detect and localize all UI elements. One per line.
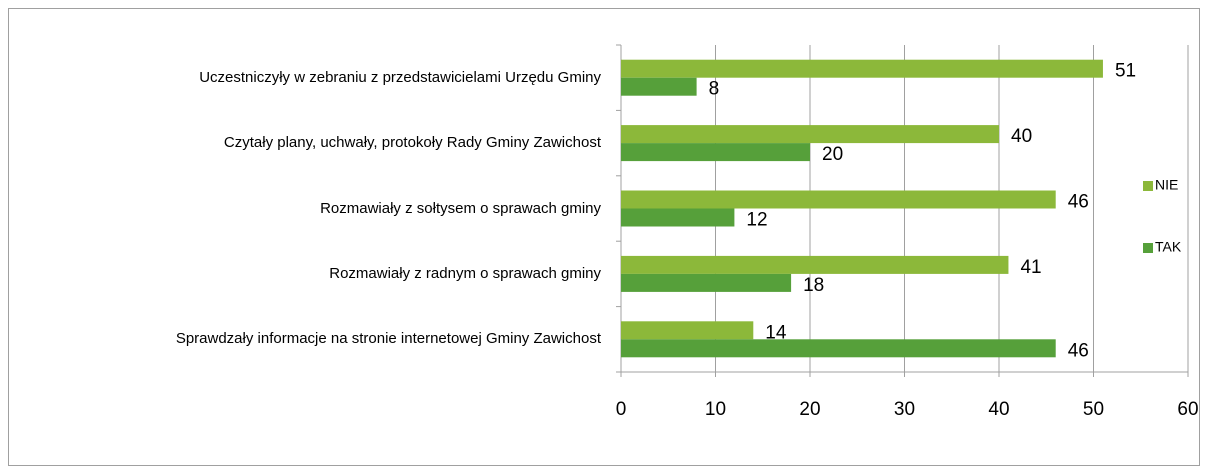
data-label: 12 [746,210,767,231]
y-tick-label: Rozmawiały z radnym o sprawach gminy [329,264,601,282]
bar [621,77,697,96]
data-label: 18 [803,275,824,296]
bar [621,321,754,340]
legend-swatch [1143,243,1153,253]
bar [621,273,792,292]
x-tick-label: 20 [799,399,820,420]
y-tick-label: Czytały plany, uchwały, protokoły Rady G… [223,134,601,152]
data-label: 14 [765,322,787,343]
data-label: 40 [1011,126,1032,147]
bar [621,208,735,227]
data-label: 8 [709,79,720,100]
bar [621,190,1056,209]
data-label: 46 [1068,192,1089,213]
bar [621,255,1009,274]
legend-swatch [1143,181,1153,191]
data-label: 51 [1115,61,1136,82]
x-tick-label: 60 [1177,399,1198,420]
bar [621,339,1056,358]
y-tick-label: Uczestniczyły w zebraniu z przedstawicie… [199,68,601,86]
bar [621,125,999,144]
data-label: 41 [1020,257,1041,278]
x-tick-label: 40 [988,399,1009,420]
chart-border [8,8,1200,466]
data-label: 20 [822,144,843,165]
x-tick-label: 0 [616,399,627,420]
y-tick-label: Sprawdzały informacje na stronie interne… [175,330,601,348]
bar [621,59,1103,78]
legend-label: TAK [1155,239,1182,255]
x-tick-label: 30 [894,399,915,420]
x-tick-label: 50 [1083,399,1104,420]
data-label: 46 [1068,340,1089,361]
bar [621,143,810,162]
x-tick-label: 10 [705,399,726,420]
legend-label: NIE [1155,177,1178,193]
y-tick-label: Rozmawiały z sołtysem o sprawach gminy [320,199,601,217]
